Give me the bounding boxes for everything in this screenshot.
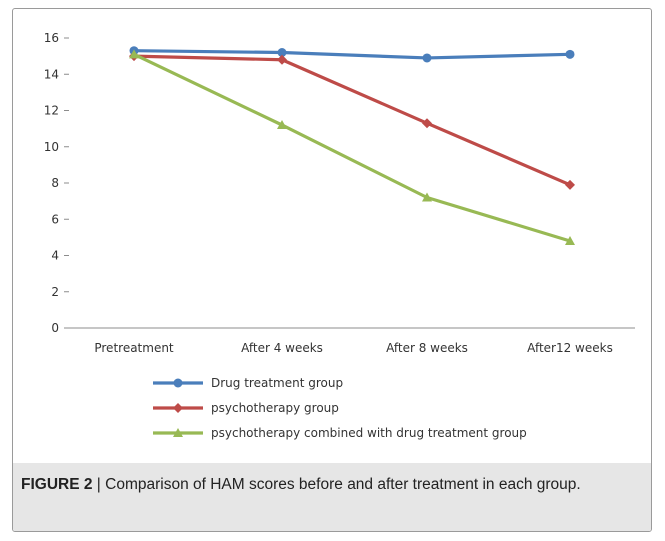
caption-label: FIGURE 2 bbox=[21, 476, 93, 493]
data-point-series-2 bbox=[422, 118, 432, 129]
x-tick-label: After 8 weeks bbox=[386, 341, 468, 355]
legend-swatch-marker bbox=[173, 428, 183, 437]
series-line-2 bbox=[133, 54, 571, 187]
y-tick-label: 0 bbox=[51, 321, 59, 335]
y-tick-label: 14 bbox=[44, 67, 59, 81]
y-tick-label: 4 bbox=[51, 249, 59, 263]
x-tick-label: After12 weeks bbox=[527, 341, 613, 355]
data-point-series-2 bbox=[565, 179, 575, 190]
series-line-1 bbox=[133, 49, 571, 60]
data-point-series-1 bbox=[422, 53, 432, 63]
legend-swatch-marker bbox=[173, 378, 183, 388]
data-point-series-1 bbox=[565, 49, 575, 59]
figure-caption: FIGURE 2 | Comparison of HAM scores befo… bbox=[13, 463, 651, 531]
data-point-series-3 bbox=[565, 236, 575, 245]
legend-label: psychotherapy group bbox=[211, 401, 339, 415]
x-tick-label: Pretreatment bbox=[94, 341, 174, 355]
y-tick-label: 16 bbox=[44, 31, 59, 45]
y-tick-label: 2 bbox=[51, 285, 59, 299]
legend-label: psychotherapy combined with drug treatme… bbox=[211, 426, 527, 440]
caption-text: | Comparison of HAM scores before and af… bbox=[92, 476, 581, 493]
legend-label: Drug treatment group bbox=[211, 376, 343, 390]
data-point-series-3 bbox=[422, 192, 432, 202]
legend-swatch-marker bbox=[173, 403, 183, 413]
line-chart: 0 2 4 6 8 10 12 14 16 Pretreatment After 4 weeks Af… bbox=[44, 31, 635, 440]
y-tick-label: 10 bbox=[44, 140, 59, 154]
x-tick-label: After 4 weeks bbox=[241, 341, 323, 355]
data-point-series-1 bbox=[277, 48, 287, 57]
y-tick-label: 8 bbox=[51, 176, 59, 190]
data-point-series-2 bbox=[277, 54, 287, 65]
y-tick-label: 12 bbox=[44, 104, 59, 118]
data-point-series-3 bbox=[277, 120, 287, 129]
y-tick-label: 6 bbox=[51, 212, 59, 226]
data-point-series-3 bbox=[129, 49, 139, 59]
series-line-3 bbox=[133, 52, 571, 243]
figure-frame: 0 2 4 6 8 10 12 14 16 Pretreatment After 4 weeks Af… bbox=[12, 8, 652, 532]
